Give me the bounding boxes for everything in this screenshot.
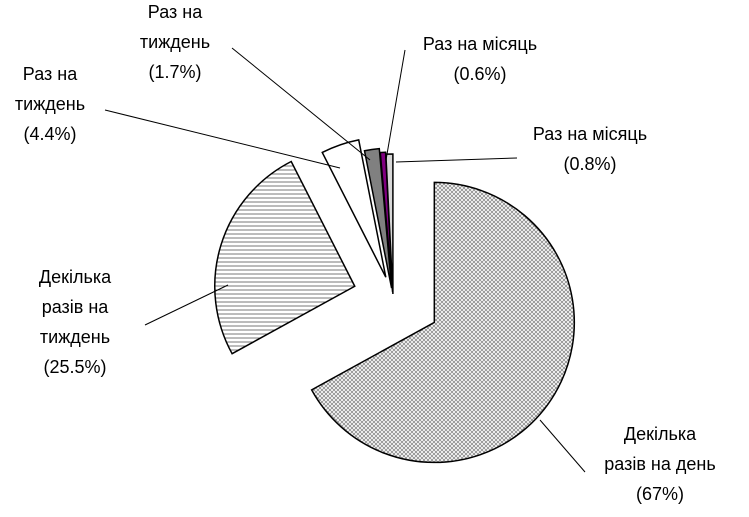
slice-label: Раз на місяць xyxy=(533,124,647,144)
slice-label: Раз на місяць xyxy=(423,34,537,54)
pie-slice xyxy=(321,138,387,278)
leader-line xyxy=(385,49,406,161)
slice-label: Раз на тиждень xyxy=(15,64,85,114)
value-label: (67%) xyxy=(636,484,684,504)
value-label: (4.4%) xyxy=(23,124,76,144)
leader-line xyxy=(231,47,371,161)
slice-label: Раз на тиждень xyxy=(140,2,210,52)
pie-slice xyxy=(310,181,576,464)
slice-label: Декілька разів на тиждень xyxy=(39,267,112,347)
pie-slice xyxy=(363,147,393,289)
pie-slice xyxy=(214,160,356,355)
leader-line xyxy=(539,419,586,473)
slice-label: Декілька разів на день xyxy=(604,424,715,474)
leader-line xyxy=(144,284,229,326)
leader-line xyxy=(104,109,341,169)
pie-slice xyxy=(385,153,394,295)
value-label: (1.7%) xyxy=(148,62,201,82)
leader-line xyxy=(395,157,518,163)
value-label: (0.6%) xyxy=(453,64,506,84)
pie-slice xyxy=(379,151,394,293)
value-label: (0.8%) xyxy=(563,154,616,174)
value-label: (25.5%) xyxy=(43,357,106,377)
